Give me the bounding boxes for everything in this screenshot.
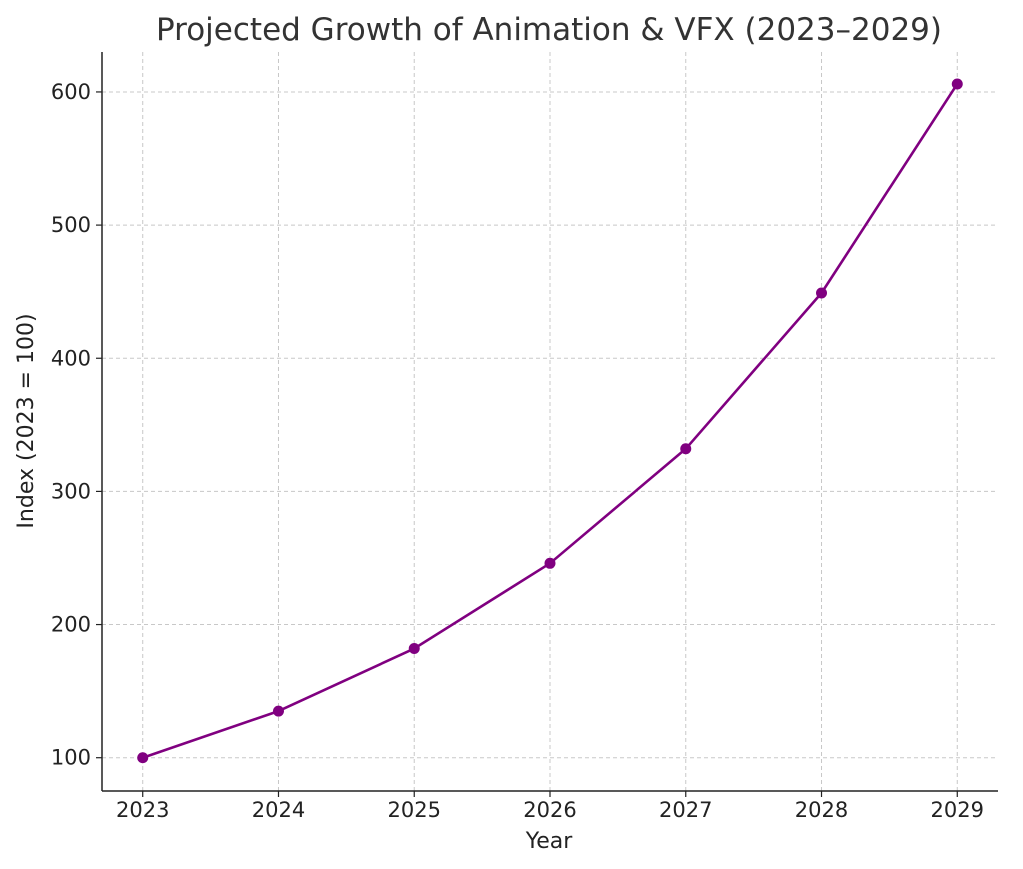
y-tick-label-600: 600 bbox=[51, 80, 91, 104]
y-tick-label-500: 500 bbox=[51, 213, 91, 237]
data-point-2026 bbox=[544, 557, 556, 569]
y-tick-label-300: 300 bbox=[51, 479, 91, 503]
x-tick-label-2026: 2026 bbox=[523, 798, 576, 822]
data-point-2029 bbox=[951, 78, 963, 90]
x-tick-label-2028: 2028 bbox=[795, 798, 848, 822]
data-point-2025 bbox=[408, 643, 420, 655]
axes bbox=[101, 52, 998, 792]
grid bbox=[102, 52, 998, 791]
y-axis-label: Index (2023 = 100) bbox=[14, 313, 39, 528]
y-tick-label-400: 400 bbox=[51, 346, 91, 370]
y-tick-label-200: 200 bbox=[51, 613, 91, 637]
x-axis-label: Year bbox=[525, 829, 574, 854]
series bbox=[137, 78, 963, 764]
data-point-2024 bbox=[272, 705, 284, 717]
data-point-2028 bbox=[816, 287, 828, 299]
y-axis-ticks: 100 200 300 400 500 600 bbox=[51, 80, 102, 770]
x-axis-ticks: 2023 2024 2025 2026 2027 2028 2029 bbox=[116, 791, 984, 822]
data-point-2027 bbox=[680, 443, 692, 455]
y-tick-label-100: 100 bbox=[51, 746, 91, 770]
x-tick-label-2027: 2027 bbox=[659, 798, 712, 822]
x-tick-label-2024: 2024 bbox=[252, 798, 305, 822]
data-point-2023 bbox=[137, 752, 149, 764]
x-tick-label-2029: 2029 bbox=[931, 798, 984, 822]
x-tick-label-2025: 2025 bbox=[388, 798, 441, 822]
chart-title: Projected Growth of Animation & VFX (202… bbox=[156, 12, 942, 48]
x-tick-label-2023: 2023 bbox=[116, 798, 169, 822]
